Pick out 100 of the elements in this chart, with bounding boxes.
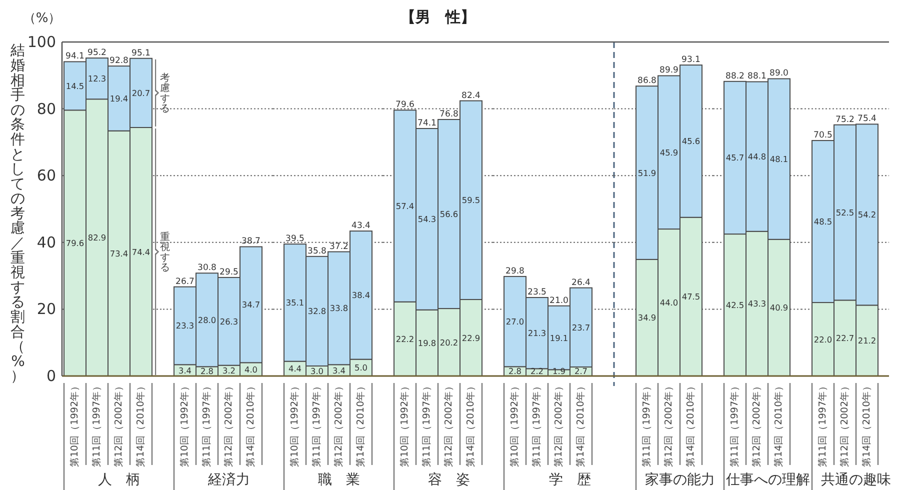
data-label: 26.3	[220, 316, 238, 326]
y-tick-label: 100	[27, 33, 56, 51]
data-label: 54.3	[418, 214, 436, 224]
total-label: 38.7	[242, 236, 260, 247]
data-label: 22.7	[836, 333, 854, 344]
total-label: 79.6	[396, 100, 414, 110]
data-label: 3.2	[222, 366, 236, 376]
total-label: 29.5	[220, 267, 238, 278]
text: （%）	[22, 11, 62, 26]
data-label: 45.6	[682, 136, 700, 146]
data-label: 19.1	[550, 332, 568, 343]
x-tick-label: 第12回（2002年）	[332, 380, 344, 468]
x-axis-title: 仕事への理解	[725, 472, 810, 488]
x-tick-label: 第11回（1997年）	[728, 380, 740, 468]
x-tick-label: 第10回（1992年）	[398, 380, 410, 468]
data-label: 48.1	[770, 154, 788, 164]
data-label: 3.0	[310, 366, 324, 376]
data-label: 54.2	[858, 210, 876, 220]
x-tick-label: 第10回（1992年）	[508, 380, 520, 468]
data-label: 59.5	[462, 195, 480, 206]
data-label: 2.8	[200, 366, 214, 376]
total-label: 37.2	[330, 242, 348, 252]
data-label: 42.5	[726, 300, 744, 310]
total-label: 89.0	[770, 68, 788, 79]
data-label: 28.0	[198, 314, 216, 325]
x-axis-title: 学 歴	[549, 472, 591, 488]
data-label: 74.4	[132, 246, 150, 257]
data-label: 22.9	[462, 332, 480, 343]
data-label: 44.8	[748, 152, 766, 162]
chart-title: 【男 性】	[400, 8, 476, 26]
data-label: 2.8	[508, 366, 522, 376]
x-axis-title: 経済力	[207, 472, 250, 488]
total-label: 70.5	[814, 130, 832, 141]
data-label: 27.0	[506, 316, 524, 327]
data-label: 52.5	[836, 208, 854, 218]
x-tick-label: 第12回（2002年）	[552, 380, 564, 468]
total-label: 75.4	[858, 114, 876, 124]
x-axis-title: 人 柄	[98, 472, 140, 488]
total-label: 39.5	[286, 234, 304, 244]
x-tick-label: 第14回（2010年）	[134, 380, 146, 468]
data-label: 4.0	[244, 364, 258, 374]
total-label: 88.2	[726, 71, 744, 82]
total-label: 95.1	[132, 48, 150, 58]
y-tick-label: 20	[36, 300, 56, 318]
x-axis-title: 容 姿	[428, 472, 470, 488]
data-label: 23.3	[176, 320, 194, 331]
x-tick-label: 第11回（1997年）	[200, 380, 212, 468]
x-tick-label: 第10回（1992年）	[68, 380, 80, 468]
x-tick-label: 第11回（1997年）	[530, 380, 542, 468]
total-label: 76.8	[440, 109, 458, 120]
x-tick-label: 第14回（2010年）	[464, 380, 476, 468]
x-tick-label: 第14回（2010年）	[772, 380, 784, 468]
data-label: 38.4	[352, 290, 370, 300]
x-tick-label: 第12回（2002年）	[222, 380, 234, 468]
data-label: 3.4	[178, 365, 192, 376]
x-tick-label: 第14回（2010年）	[354, 380, 366, 468]
x-tick-label: 第11回（1997年）	[816, 380, 828, 468]
data-label: 45.9	[660, 147, 678, 158]
total-label: 93.1	[682, 55, 700, 66]
x-tick-label: 第14回（2010年）	[684, 380, 696, 468]
x-tick-label: 第10回（1992年）	[288, 380, 300, 468]
data-label: 19.8	[418, 338, 436, 348]
data-label: 48.5	[814, 216, 832, 227]
data-label: 21.2	[858, 336, 876, 346]
total-label: 35.8	[308, 246, 326, 256]
data-label: 2.2	[530, 366, 544, 376]
x-tick-label: 第11回（1997年）	[310, 380, 322, 468]
data-label: 47.5	[682, 292, 700, 302]
series-label: 考慮する	[160, 72, 170, 115]
total-label: 74.1	[418, 118, 436, 129]
x-tick-label: 第14回（2010年）	[860, 380, 872, 468]
data-label: 35.1	[286, 298, 304, 308]
x-axis-title: 職 業	[318, 472, 360, 488]
data-label: 20.7	[132, 88, 150, 98]
total-label: 29.8	[506, 266, 524, 276]
x-tick-label: 第11回（1997年）	[640, 380, 652, 468]
x-tick-label: 第14回（2010年）	[244, 380, 256, 468]
data-label: 22.2	[396, 334, 414, 344]
data-label: 40.9	[770, 302, 788, 313]
data-label: 20.2	[440, 337, 458, 348]
data-label: 33.8	[330, 303, 348, 314]
data-label: 82.9	[88, 232, 106, 243]
x-tick-label: 第12回（2002年）	[662, 380, 674, 468]
y-tick-label: 80	[36, 100, 56, 118]
total-label: 94.1	[66, 52, 84, 62]
data-label: 73.4	[110, 248, 128, 258]
data-label: 34.7	[242, 300, 260, 310]
total-label: 86.8	[638, 76, 656, 86]
data-label: 3.4	[332, 365, 346, 376]
data-label: 56.6	[440, 209, 458, 220]
data-label: 45.7	[726, 152, 744, 163]
total-label: 89.9	[660, 66, 678, 76]
text: 結婚相手の条件としての考慮／重視する割合（%）	[10, 43, 26, 385]
total-label: 23.5	[528, 288, 546, 298]
series-label: 重視する	[160, 230, 170, 274]
total-label: 92.8	[110, 56, 128, 66]
x-tick-label: 第12回（2002年）	[442, 380, 454, 468]
y-tick-label: 0	[46, 367, 56, 385]
data-label: 79.6	[66, 238, 84, 248]
x-axis-title: 家事の能力	[645, 472, 715, 488]
